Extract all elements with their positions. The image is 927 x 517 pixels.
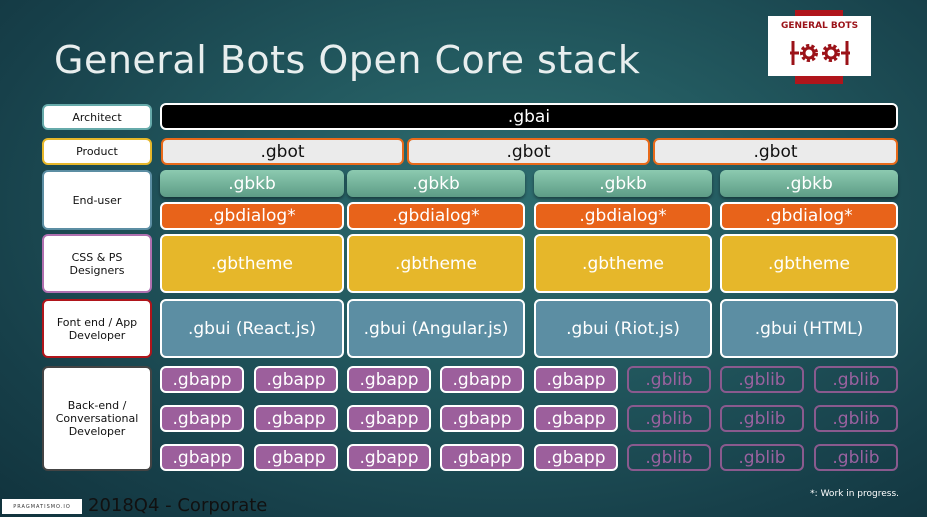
gbtheme-box: .gbtheme [347, 234, 525, 293]
gbapp-box: .gbapp [440, 366, 524, 393]
gbapp-box: .gbapp [440, 405, 524, 432]
footer-text: 2018Q4 - Corporate [88, 495, 268, 516]
label-designers: CSS & PS Designers [42, 234, 152, 293]
pragmatismo-logo: PRAGMATISMO.IO [2, 499, 82, 514]
gblib-box: .gblib [720, 405, 804, 432]
gbapp-box: .gbapp [347, 405, 431, 432]
gbkb-box: .gbkb [347, 170, 525, 197]
gbapp-box: .gbapp [534, 366, 618, 393]
gbapp-box: .gbapp [347, 444, 431, 471]
label-architect: Architect [42, 104, 152, 130]
label-end-user: End-user [42, 170, 152, 230]
slide-title: General Bots Open Core stack [54, 38, 641, 82]
gbapp-box: .gbapp [160, 366, 244, 393]
gblib-box: .gblib [627, 405, 711, 432]
gbot-box: .gbot [161, 138, 404, 165]
gbkb-box: .gbkb [160, 170, 344, 197]
gbapp-box: .gbapp [254, 444, 338, 471]
gbai-box: .gbai [160, 103, 898, 130]
gbot-box: .gbot [407, 138, 650, 165]
gbapp-box: .gbapp [160, 444, 244, 471]
label-frontend: Font end / App Developer [42, 299, 152, 358]
gbui-box: .gbui (Riot.js) [534, 299, 712, 358]
logo-text: GENERAL BOTS [780, 21, 859, 31]
gblib-box: .gblib [720, 366, 804, 393]
gbapp-box: .gbapp [534, 405, 618, 432]
label-product: Product [42, 138, 152, 165]
gbapp-box: .gbapp [534, 444, 618, 471]
gblib-box: .gblib [814, 444, 898, 471]
gbdialog-box: .gbdialog* [160, 202, 344, 230]
gbkb-box: .gbkb [720, 170, 898, 197]
gbapp-box: .gbapp [347, 366, 431, 393]
gbdialog-box: .gbdialog* [534, 202, 712, 230]
general-bots-logo: GENERAL BOTS [768, 16, 871, 76]
footnote: *: Work in progress. [810, 489, 899, 499]
gblib-box: .gblib [814, 366, 898, 393]
gbui-box: .gbui (Angular.js) [347, 299, 525, 358]
gbot-box: .gbot [653, 138, 898, 165]
gbapp-box: .gbapp [440, 444, 524, 471]
label-backend: Back-end / Conversational Developer [42, 366, 152, 471]
gbapp-box: .gbapp [160, 405, 244, 432]
gbtheme-box: .gbtheme [160, 234, 344, 293]
gbdialog-box: .gbdialog* [720, 202, 898, 230]
gblib-box: .gblib [814, 405, 898, 432]
gbtheme-box: .gbtheme [720, 234, 898, 293]
gbdialog-box: .gbdialog* [347, 202, 525, 230]
gbui-box: .gbui (HTML) [720, 299, 898, 358]
gblib-box: .gblib [627, 366, 711, 393]
gbtheme-box: .gbtheme [534, 234, 712, 293]
gbui-box: .gbui (React.js) [160, 299, 344, 358]
gears-icon [790, 41, 850, 65]
gbapp-box: .gbapp [254, 366, 338, 393]
gblib-box: .gblib [720, 444, 804, 471]
gbkb-box: .gbkb [534, 170, 712, 197]
gbapp-box: .gbapp [254, 405, 338, 432]
gblib-box: .gblib [627, 444, 711, 471]
